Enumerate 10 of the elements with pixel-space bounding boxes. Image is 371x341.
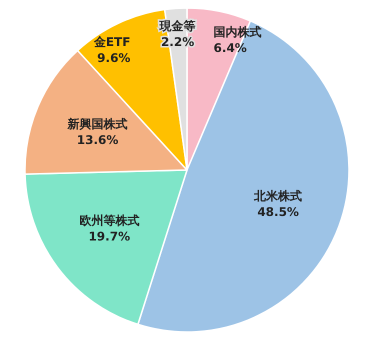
slice-label: 欧州等株式 (79, 213, 140, 228)
slice-label: 北米株式 (253, 188, 302, 203)
data-label: 48.5% (257, 204, 299, 219)
slice-label: 国内株式 (214, 24, 262, 39)
data-label: 6.4% (214, 40, 247, 55)
data-label: 13.6% (76, 132, 118, 147)
slice-label: 新興国株式 (66, 116, 128, 131)
data-label: 19.7% (88, 229, 130, 244)
data-label: 9.6% (97, 50, 130, 65)
slice-label: 金ETF (92, 34, 130, 49)
